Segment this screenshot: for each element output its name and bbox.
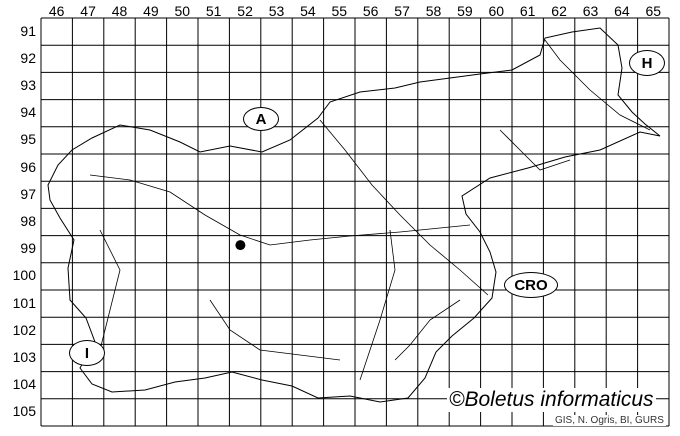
grid-lines (40, 17, 670, 427)
column-label: 57 (394, 3, 410, 19)
copyright-text: ©Boletus informaticus (447, 388, 656, 412)
neighbour-a-label: A (243, 107, 279, 131)
source-credit: GIS, N. Ogris, BI, GURS (553, 415, 666, 426)
row-label: 103 (12, 349, 36, 365)
column-label: 47 (80, 3, 96, 19)
row-label: 92 (20, 49, 36, 66)
row-label: 91 (20, 22, 36, 39)
row-label: 96 (20, 158, 36, 175)
column-label: 58 (425, 3, 442, 19)
row-label: 99 (20, 240, 36, 257)
record-dot (235, 240, 246, 251)
row-label: 101 (12, 294, 36, 311)
row-label: 102 (12, 321, 36, 338)
column-label: 46 (48, 3, 65, 19)
row-label: 94 (20, 104, 36, 121)
row-label: 93 (20, 77, 36, 93)
row-label: 95 (20, 131, 36, 148)
neighbour-cro-label: CRO (504, 272, 558, 298)
column-label: 53 (268, 3, 285, 19)
column-label: 55 (331, 3, 348, 19)
column-label: 59 (457, 3, 473, 19)
column-label: 49 (143, 3, 159, 19)
row-label: 104 (12, 376, 36, 393)
country-border (47, 27, 661, 403)
column-label: 48 (111, 3, 128, 19)
column-label: 62 (551, 3, 567, 19)
column-label: 65 (645, 3, 662, 19)
column-label: 56 (362, 3, 379, 19)
column-label: 50 (174, 3, 191, 19)
column-label: 52 (237, 3, 253, 19)
neighbour-i-label: I (69, 340, 105, 366)
column-label: 64 (614, 3, 630, 19)
column-label: 54 (300, 3, 316, 19)
column-label: 63 (582, 3, 599, 19)
neighbour-h-label: H (629, 50, 665, 76)
column-label: 51 (205, 3, 222, 19)
column-label: 60 (488, 3, 505, 19)
row-label: 98 (20, 213, 36, 229)
column-label: 61 (519, 3, 536, 19)
row-label: 100 (12, 267, 36, 284)
rivers (89, 39, 651, 381)
row-label: 97 (20, 185, 36, 202)
row-label: 105 (12, 403, 36, 420)
